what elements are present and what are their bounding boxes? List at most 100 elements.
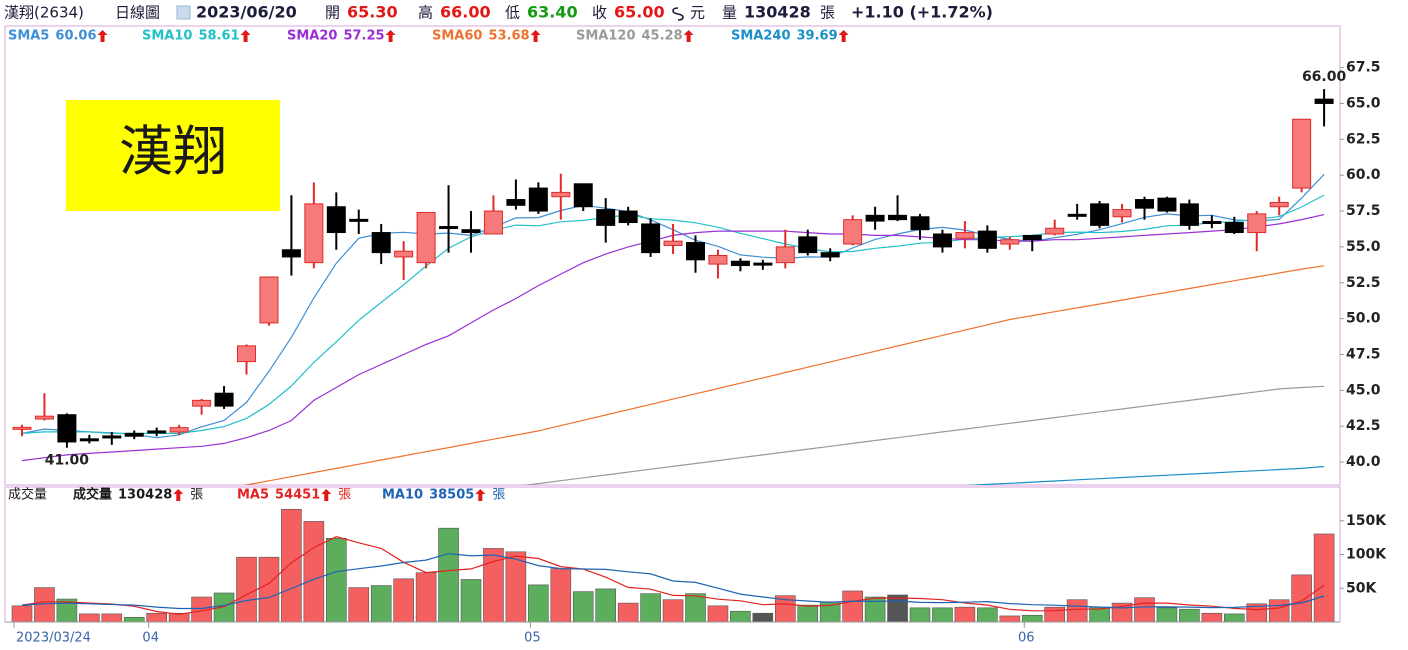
legend-name: SMA60 <box>432 29 482 44</box>
volume-bar <box>662 599 684 622</box>
candle-body <box>439 226 459 230</box>
legend-name: MA5 <box>237 488 269 503</box>
open-value: 65.30 <box>347 3 398 22</box>
candle-body <box>192 399 212 407</box>
candle-body <box>1045 227 1065 235</box>
up-arrow <box>97 30 108 42</box>
candle-body <box>1135 199 1154 209</box>
candle-body <box>798 236 818 254</box>
candle-body <box>686 242 705 261</box>
volume-bar <box>1021 614 1043 622</box>
y-tick-label: 57.5 <box>1346 203 1381 219</box>
candle-body <box>394 250 414 258</box>
candle-body <box>1314 98 1334 104</box>
volume-bar <box>797 604 819 622</box>
volume-bar <box>528 584 549 622</box>
low-value: 63.40 <box>527 3 578 22</box>
volume-bar <box>325 537 347 622</box>
candle-body <box>932 233 952 248</box>
price-panel <box>4 25 1341 486</box>
up-arrow <box>321 489 332 501</box>
volume-bar <box>11 605 33 622</box>
volume-bar <box>1156 607 1178 622</box>
volume-bar <box>146 612 167 622</box>
low-label: 低 <box>505 4 520 22</box>
candle-body <box>708 255 728 265</box>
candle-body <box>1292 118 1312 189</box>
volume-bar <box>236 556 257 622</box>
volume-bar <box>819 601 841 622</box>
y-tick-label: 150K <box>1346 513 1387 529</box>
volume-bar <box>572 591 594 622</box>
line <box>522 385 1325 485</box>
candle-body <box>483 210 503 235</box>
candle-body <box>34 415 54 420</box>
volume-bar <box>1246 603 1268 622</box>
y-tick-label: 40.0 <box>1346 454 1381 470</box>
volume-bar <box>1313 533 1335 622</box>
candle-body <box>79 438 99 442</box>
candle-body <box>1090 203 1110 226</box>
x-tick-label: 05 <box>524 631 541 646</box>
high-label: 高 <box>418 4 433 22</box>
volume-bar <box>640 593 661 622</box>
candle-body <box>775 246 795 264</box>
legend-name: SMA120 <box>576 29 636 44</box>
volume-bar <box>460 579 482 622</box>
change: +1.10 (+1.72%) <box>851 3 993 22</box>
legend-unit: 張 <box>190 488 203 503</box>
candle-body <box>506 199 526 206</box>
up-arrow <box>240 30 251 42</box>
price-plot <box>12 89 1334 485</box>
up-arrow <box>530 30 541 42</box>
legend-value: 45.28 <box>642 29 683 44</box>
volume-bar <box>415 572 437 622</box>
candle-body <box>955 232 975 239</box>
candle-body <box>820 252 840 258</box>
candle-body <box>730 260 750 267</box>
volume-bar <box>864 596 886 622</box>
candle-body <box>349 218 369 222</box>
x-tick-label: 04 <box>142 631 159 646</box>
legend-value: 54451 <box>275 488 320 503</box>
axes: 40.0 42.5 45.0 47.5 50.0 52.5 55.0 57.5 60.0 62.5… <box>5 29 1387 646</box>
volume-bar <box>1179 608 1200 622</box>
legend-name: SMA5 <box>8 29 49 44</box>
volume-bar <box>954 606 976 622</box>
volume-bar <box>79 613 100 622</box>
y-tick-label: 52.5 <box>1346 275 1381 291</box>
y-tick-label: 45.0 <box>1346 382 1381 398</box>
candle-body <box>1067 213 1087 217</box>
volume-bar <box>123 616 145 622</box>
y-tick-label: 67.5 <box>1346 60 1381 76</box>
x-tick-label: 2023/03/24 <box>16 631 91 646</box>
candle-body <box>1157 197 1177 212</box>
up-arrow <box>385 30 396 42</box>
volume-bar <box>281 508 302 622</box>
volume-bar <box>438 527 459 622</box>
legend-name: MA10 <box>382 488 423 503</box>
y-tick-label: 65.0 <box>1346 95 1381 111</box>
legend-value: 60.06 <box>55 29 96 44</box>
candle-body <box>1224 222 1244 234</box>
candle-body <box>641 223 661 254</box>
y-tick-label: 42.5 <box>1346 418 1381 434</box>
volume-bar <box>730 610 751 622</box>
legend-name: SMA10 <box>142 29 192 44</box>
candle-body <box>304 203 324 264</box>
y-tick-label: 55.0 <box>1346 239 1381 255</box>
volume-bar <box>1201 612 1223 622</box>
up-arrow <box>838 30 849 42</box>
volume-bar <box>595 588 617 622</box>
candle-body <box>977 230 997 249</box>
y-tick-label: 60.0 <box>1346 167 1381 183</box>
volume-bar <box>887 594 908 622</box>
close-label: 收 <box>592 4 607 22</box>
candle-body <box>147 430 167 434</box>
legend-unit: 張 <box>492 488 505 503</box>
candle-body <box>1247 213 1267 234</box>
candle-body <box>910 216 930 231</box>
volume-bar <box>977 607 998 622</box>
